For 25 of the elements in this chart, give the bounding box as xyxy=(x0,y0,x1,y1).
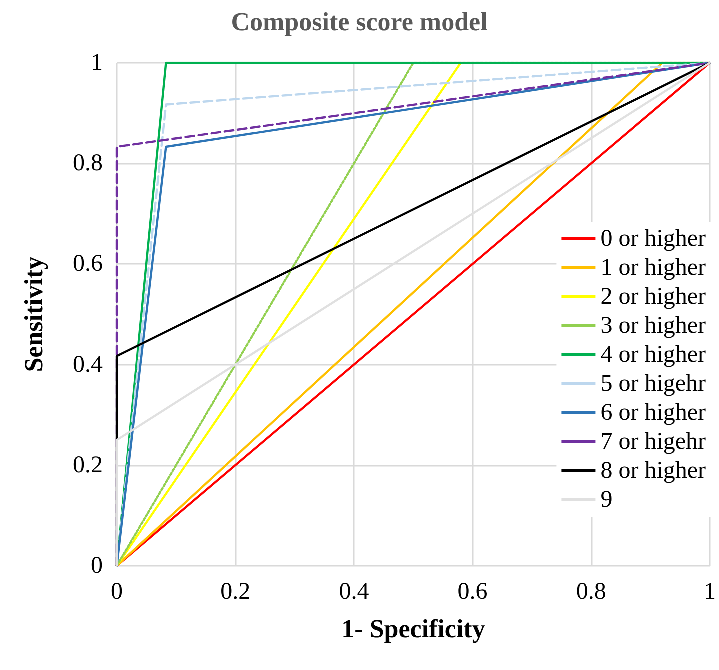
legend-label: 5 or higehr xyxy=(600,371,706,397)
y-tick-label: 0.8 xyxy=(73,150,103,177)
y-tick-label: 1 xyxy=(91,50,103,76)
legend-label: 6 or higher xyxy=(600,400,706,426)
legend-label: 9 xyxy=(600,487,613,513)
legend-label: 0 or higher xyxy=(600,226,706,252)
y-tick-label: 0.2 xyxy=(73,452,103,478)
chart-title: Composite score model xyxy=(231,8,488,36)
legend-label: 7 or higehr xyxy=(600,429,706,455)
x-tick-label: 0.2 xyxy=(220,579,251,605)
y-axis-title: Sensitivity xyxy=(20,256,48,372)
legend-label: 3 or higher xyxy=(600,313,706,339)
x-tick-label: 0.8 xyxy=(576,579,606,605)
y-tick-label: 0 xyxy=(91,553,103,579)
legend-label: 4 or higher xyxy=(600,342,706,368)
x-tick-label: 1 xyxy=(704,579,716,605)
x-tick-label: 0.4 xyxy=(339,579,370,605)
x-tick-label: 0 xyxy=(111,579,123,605)
legend-label: 2 or higher xyxy=(600,284,706,310)
x-axis-title: 1- Specificity xyxy=(342,614,486,644)
legend-label: 8 or higher xyxy=(600,458,706,484)
y-tick-label: 0.4 xyxy=(73,352,103,378)
legend-label: 1 or higher xyxy=(600,255,706,281)
x-tick-label: 0.6 xyxy=(458,579,488,605)
y-tick-label: 0.6 xyxy=(73,251,103,278)
